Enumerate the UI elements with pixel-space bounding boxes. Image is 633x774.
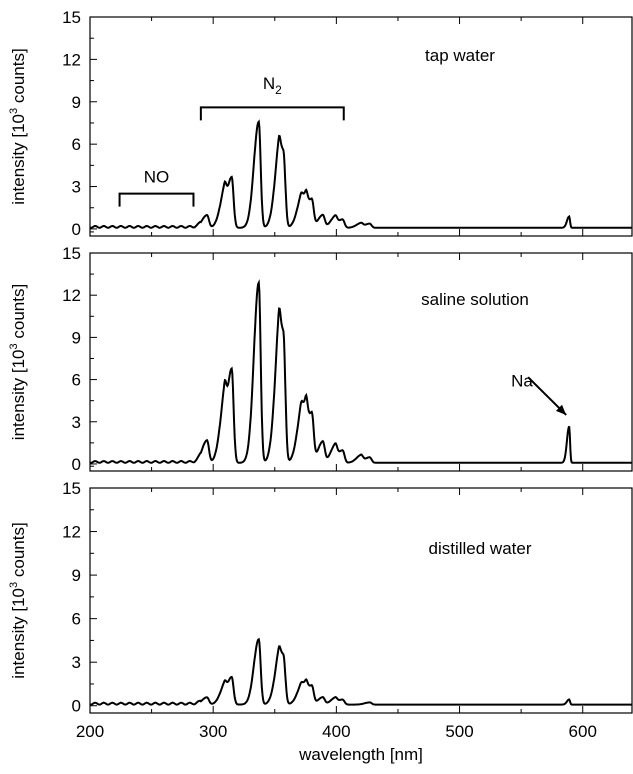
- panel-frame: [89, 487, 633, 714]
- y-tick-label: 15: [62, 244, 81, 263]
- band-bracket: [199, 106, 345, 121]
- y-tick-label: 12: [62, 286, 81, 305]
- y-tick-label: 12: [62, 50, 81, 69]
- y-tick-label: 15: [62, 479, 81, 498]
- y-tick-label: 3: [72, 653, 81, 672]
- y-tick-label: 3: [72, 413, 81, 432]
- y-tick-label: 15: [62, 8, 81, 27]
- y-axis-title: intensity [103 counts]: [8, 522, 28, 678]
- x-tick-label: 400: [322, 722, 350, 741]
- y-tick-label: 6: [72, 135, 81, 154]
- y-tick-label: 0: [72, 220, 81, 239]
- y-tick-label: 0: [72, 455, 81, 474]
- x-tick-label: 300: [199, 722, 227, 741]
- arrow-head: [555, 404, 567, 415]
- y-tick-label: 9: [72, 328, 81, 347]
- x-tick-label: 500: [445, 722, 473, 741]
- x-axis-title: wavelength [nm]: [298, 745, 423, 764]
- element-label: Na: [511, 372, 533, 391]
- y-tick-label: 6: [72, 371, 81, 390]
- series-line-1: [89, 279, 632, 464]
- y-axis-title: intensity [103 counts]: [8, 48, 28, 204]
- band-bracket: [118, 192, 195, 207]
- y-tick-label: 6: [72, 610, 81, 629]
- panel-frame: [89, 16, 633, 237]
- x-tick-label: 600: [569, 722, 597, 741]
- series-line-2: [89, 637, 632, 706]
- y-tick-label: 12: [62, 523, 81, 542]
- panel-2: 0 3 6 9 12 15 intensity [103 counts] distilled …: [8, 465, 633, 764]
- x-tick-label: 200: [76, 722, 104, 741]
- y-tick-label: 9: [72, 566, 81, 585]
- y-tick-label: 0: [72, 697, 81, 716]
- y-tick-label: 3: [72, 178, 81, 197]
- panel-label: tap water: [425, 46, 495, 65]
- panel-label: saline solution: [421, 290, 529, 309]
- panel-frame: [89, 252, 633, 472]
- band-label: N2: [263, 74, 282, 97]
- panel-label: distilled water: [429, 539, 532, 558]
- band-label: NO: [144, 167, 170, 186]
- series-line-0: [89, 119, 632, 229]
- panel-0: 0 3 6 9 12 15 intensity [103 counts] tap water N…: [8, 8, 633, 239]
- y-axis-title: intensity [103 counts]: [8, 284, 28, 440]
- y-tick-label: 9: [72, 93, 81, 112]
- panel-1: 0 3 6 9 12 15 intensity [103 counts] saline sol…: [8, 231, 633, 474]
